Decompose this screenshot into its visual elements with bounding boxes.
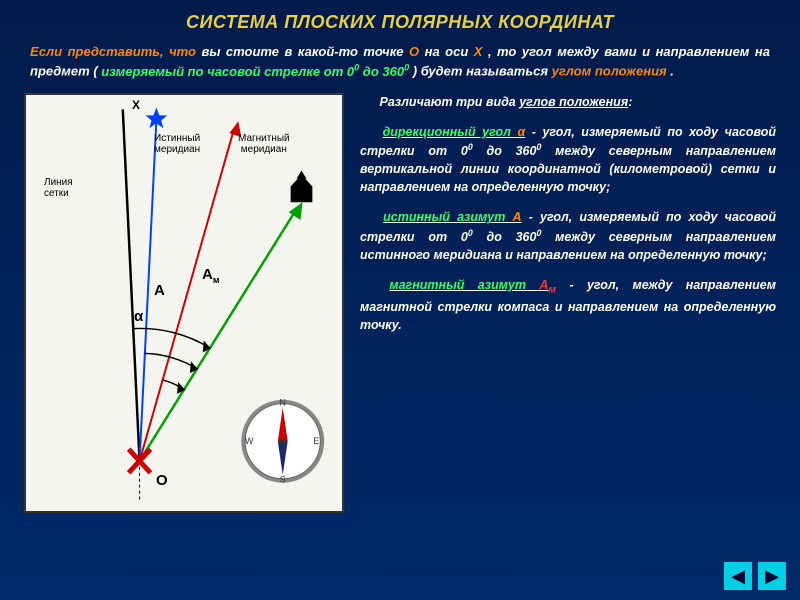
intro-X: Х: [474, 44, 483, 59]
intro-p1: вы стоите в какой-то точке: [201, 44, 409, 59]
svg-text:W: W: [245, 436, 254, 446]
x-axis-label: X: [132, 99, 140, 112]
intro-text: Если представить, что вы стоите в какой-…: [0, 39, 800, 89]
grid-line-label: Линиясетки: [44, 177, 73, 199]
target-icon: [291, 170, 313, 202]
intro-lead: Если представить, что: [30, 44, 201, 59]
intro-p4: ) будет называться: [413, 64, 552, 79]
compass-icon: N S E W: [241, 397, 324, 484]
svg-text:N: N: [280, 397, 286, 407]
azimuth-A-label: А: [154, 283, 165, 300]
directional-angle-def: дирекционный угол α - угол, измеряемый п…: [360, 123, 776, 197]
intro-O: О: [409, 44, 419, 59]
svg-text:E: E: [313, 436, 319, 446]
next-slide-button[interactable]: ▶: [758, 562, 786, 590]
intro-p2: на оси: [425, 44, 474, 59]
page-title: СИСТЕМА ПЛОСКИХ ПОЛЯРНЫХ КООРДИНАТ: [0, 0, 800, 39]
angles-heading: Различают три вида углов положения:: [360, 93, 776, 111]
azimuth-Am-label: Ам: [202, 267, 220, 286]
magnetic-azimuth-def: магнитный азимут Ам - угол, между направ…: [360, 276, 776, 334]
intro-green2: до 360: [359, 64, 404, 79]
alpha-label: α: [134, 309, 143, 326]
intro-sup2: 0: [404, 62, 409, 72]
magnetic-meridian-label: Магнитныймеридиан: [238, 133, 290, 155]
true-azimuth-def: истинный азимут А - угол, измеряемый по …: [360, 208, 776, 264]
true-meridian-label: Истинныймеридиан: [154, 133, 200, 155]
intro-green1: измеряемый по часовой стрелке от 0: [101, 64, 354, 79]
svg-text:S: S: [280, 474, 286, 484]
definitions: Различают три вида углов положения: дире…: [360, 93, 776, 513]
prev-slide-button[interactable]: ◀: [724, 562, 752, 590]
intro-tail: .: [670, 64, 674, 79]
diagram-svg: N S E W: [26, 95, 342, 511]
origin-O-label: О: [156, 473, 168, 490]
intro-angle: углом положения: [552, 64, 667, 79]
coordinate-diagram: N S E W X Линиясетки Истинныймеридиан Ма…: [24, 93, 344, 513]
